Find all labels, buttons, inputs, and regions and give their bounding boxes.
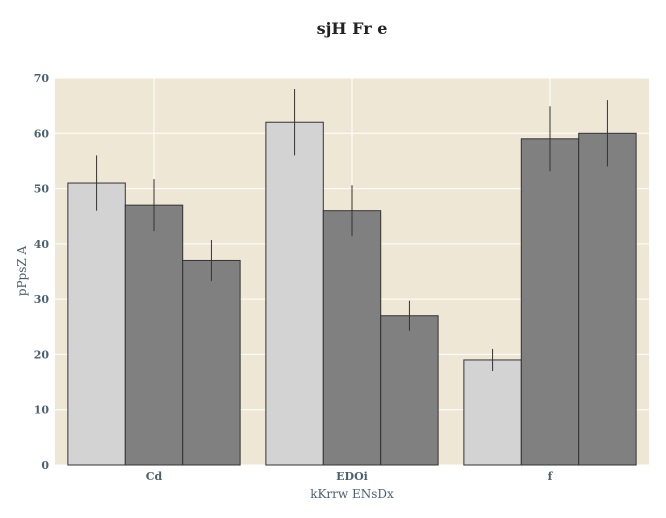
x-axis-title: kKrrw ENsDx: [310, 487, 394, 501]
bars: [67, 89, 637, 466]
bar: [578, 132, 637, 466]
y-tick-label: 20: [34, 348, 50, 361]
y-axis-title: pPpsZ A: [15, 245, 29, 296]
x-tick-label: EDOi: [336, 470, 368, 483]
x-tick-label: Cd: [146, 470, 163, 483]
bar: [520, 138, 580, 466]
y-tick-label: 0: [41, 459, 49, 472]
bar: [124, 204, 184, 466]
bar: [463, 359, 522, 466]
y-tick-label: 60: [34, 127, 50, 140]
bar: [182, 259, 241, 466]
x-axis-ticks: Cd EDOi f: [146, 470, 554, 483]
bar: [322, 210, 382, 466]
y-tick-label: 70: [34, 72, 50, 85]
y-tick-label: 40: [34, 238, 50, 251]
y-tick-label: 30: [34, 293, 50, 306]
bar: [67, 182, 126, 466]
chart-title: sjH Fr e: [317, 19, 388, 38]
bar: [265, 121, 324, 466]
bar: [380, 315, 439, 466]
x-tick-label: f: [548, 470, 554, 483]
y-axis-ticks: 0 10 20 30 40 50 60 70: [34, 72, 50, 472]
y-tick-label: 10: [34, 404, 50, 417]
y-tick-label: 50: [34, 183, 50, 196]
